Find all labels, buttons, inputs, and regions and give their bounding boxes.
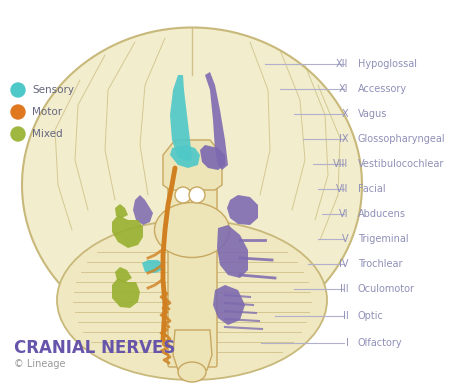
Polygon shape	[213, 285, 245, 325]
Text: IX: IX	[339, 134, 348, 144]
Text: Oculomotor: Oculomotor	[358, 284, 415, 294]
Text: Glossopharyngeal: Glossopharyngeal	[358, 134, 446, 144]
Circle shape	[11, 127, 25, 141]
Text: XII: XII	[336, 59, 348, 69]
Text: Facial: Facial	[358, 184, 385, 194]
Polygon shape	[142, 260, 163, 273]
Text: Abducens: Abducens	[358, 209, 406, 219]
Text: IV: IV	[339, 259, 348, 269]
Ellipse shape	[22, 28, 362, 342]
Polygon shape	[227, 195, 258, 225]
Text: VIII: VIII	[333, 159, 348, 169]
Text: X: X	[342, 109, 348, 119]
Text: CRANIAL NERVES: CRANIAL NERVES	[14, 339, 175, 357]
FancyBboxPatch shape	[168, 153, 217, 367]
Text: III: III	[340, 284, 348, 294]
Polygon shape	[217, 225, 248, 278]
Text: Trigeminal: Trigeminal	[358, 234, 409, 244]
Text: V: V	[342, 234, 348, 244]
Text: II: II	[343, 311, 348, 321]
Text: Hypoglossal: Hypoglossal	[358, 59, 417, 69]
Circle shape	[189, 187, 205, 203]
Polygon shape	[170, 75, 192, 162]
Text: Trochlear: Trochlear	[358, 259, 402, 269]
Ellipse shape	[178, 362, 206, 382]
Text: Vestibulocochlear: Vestibulocochlear	[358, 159, 444, 169]
Polygon shape	[173, 330, 212, 375]
Text: VI: VI	[339, 209, 348, 219]
Polygon shape	[112, 215, 143, 248]
Text: Sensory: Sensory	[32, 85, 74, 95]
Circle shape	[11, 83, 25, 97]
Circle shape	[11, 105, 25, 119]
Text: I: I	[346, 338, 348, 348]
Ellipse shape	[155, 203, 229, 257]
Polygon shape	[115, 267, 132, 282]
Polygon shape	[163, 140, 222, 190]
Polygon shape	[112, 278, 140, 308]
Polygon shape	[200, 145, 225, 170]
Text: VII: VII	[336, 184, 348, 194]
Text: © Lineage: © Lineage	[14, 359, 65, 369]
Polygon shape	[115, 204, 128, 218]
Text: Motor: Motor	[32, 107, 62, 117]
Text: Olfactory: Olfactory	[358, 338, 402, 348]
Text: Accessory: Accessory	[358, 84, 407, 94]
Polygon shape	[205, 72, 228, 170]
Text: Optic: Optic	[358, 311, 384, 321]
Polygon shape	[170, 145, 200, 168]
Ellipse shape	[57, 220, 327, 380]
Text: Vagus: Vagus	[358, 109, 387, 119]
Circle shape	[175, 187, 191, 203]
Text: XI: XI	[339, 84, 348, 94]
Text: Mixed: Mixed	[32, 129, 63, 139]
Polygon shape	[133, 195, 153, 225]
